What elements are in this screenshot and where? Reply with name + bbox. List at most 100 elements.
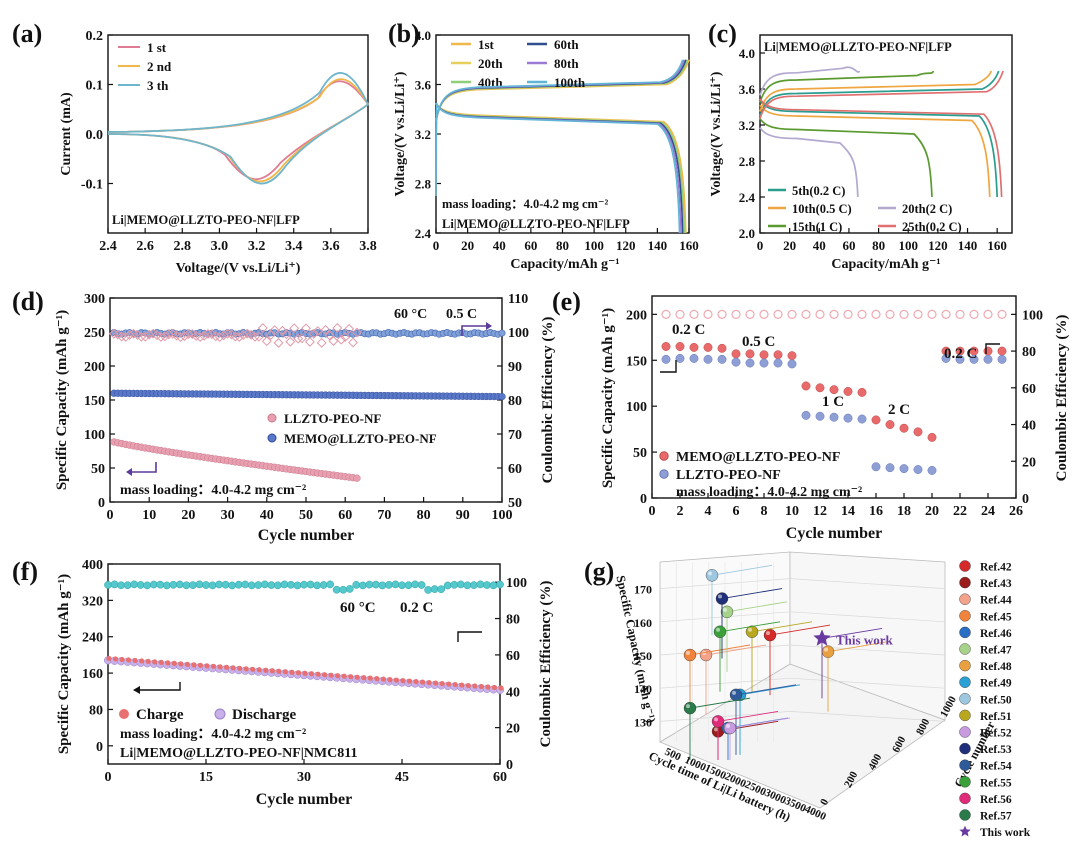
ce-point	[208, 581, 217, 590]
capacity-point-charge	[276, 668, 282, 674]
capacity-point-llzto	[759, 358, 769, 368]
grid-line	[789, 578, 946, 589]
capacity-point-charge	[393, 677, 400, 683]
x-tick-label: 3.6	[322, 239, 340, 254]
ce-point	[450, 580, 459, 589]
capacity-point-llzto	[829, 412, 839, 422]
ce-point-llzto	[112, 329, 123, 340]
ce-point	[110, 580, 119, 589]
capacity-point-llzto	[997, 354, 1007, 364]
x-tick-label: 20	[925, 504, 939, 519]
legend-marker	[959, 825, 971, 837]
ce-point	[169, 580, 178, 589]
annotation: 60 °C	[340, 600, 376, 616]
arrow-left	[140, 682, 181, 691]
capacity-point-charge	[491, 684, 498, 691]
ce-point	[483, 581, 491, 589]
y2-tick-label: 80	[1022, 345, 1036, 360]
ce-point-llzto	[226, 329, 237, 340]
capacity-point-llzto	[927, 466, 937, 475]
x-tick-label: 0	[105, 770, 112, 785]
ce-point-llzto	[159, 331, 170, 342]
capacity-point-charge	[374, 676, 380, 682]
y-tick-label: 150	[634, 649, 652, 663]
data-sphere	[821, 645, 835, 658]
ce-point	[759, 309, 769, 319]
legend-marker	[119, 709, 129, 719]
ce-point	[424, 586, 432, 594]
grid-line	[789, 644, 946, 656]
ce-point	[417, 581, 426, 589]
sphere-highlight	[714, 727, 718, 732]
y-tick-label: 3.2	[415, 127, 431, 142]
rate-label: 0.2 C	[672, 322, 705, 338]
x-tick-label: 6	[733, 504, 740, 519]
legend-marker	[959, 560, 971, 572]
capacity-point-charge	[446, 681, 452, 687]
back-wall-right	[789, 551, 946, 721]
ce-point	[430, 585, 439, 593]
y-tick-label: 50	[91, 462, 105, 477]
capacity-point-charge	[295, 670, 302, 676]
ce-point	[927, 309, 937, 319]
x-axis-label: Cycle number	[786, 525, 882, 542]
ce-point	[293, 581, 302, 590]
y-axis-label: Current (mA)	[59, 92, 74, 176]
capacity-point-charge	[400, 678, 406, 684]
ce-point-llzto	[124, 330, 135, 340]
y2-tick-label: 100	[506, 576, 527, 591]
y2-tick-label: 0	[1022, 492, 1029, 507]
legend-label: 80th	[554, 56, 579, 71]
ce-point-llzto	[324, 330, 335, 341]
ce-point-llzto	[328, 336, 339, 346]
legend-label: 25th(0.2 C)	[902, 220, 962, 234]
capacity-point-memo	[675, 342, 685, 351]
charge-curve-100th	[435, 59, 684, 122]
discharge-curve-100th	[435, 102, 681, 234]
capacity-point-llzto	[703, 354, 713, 364]
legend-label: 2 nd	[147, 59, 172, 74]
legend-marker	[267, 413, 277, 423]
capacity-point-llzto	[857, 414, 867, 424]
discharge-curve-80th	[435, 102, 682, 234]
charge-curve-5th(0.2 C)	[759, 70, 1000, 117]
legend-marker	[959, 659, 971, 672]
capacity-point-charge	[472, 683, 478, 689]
x-tick-label: 12	[813, 504, 827, 519]
ce-point-llzto	[148, 328, 159, 339]
x-tick-label: 20	[783, 238, 796, 253]
data-sphere	[763, 628, 777, 642]
ce-point-llzto	[254, 331, 264, 342]
sphere-highlight	[718, 594, 722, 599]
ce-point	[254, 581, 263, 589]
capacity-point-memo	[703, 342, 713, 352]
capacity-point-llzto	[773, 358, 783, 368]
y2-tick-label: 100	[508, 326, 529, 341]
drop-line	[735, 684, 797, 696]
ce-point	[815, 309, 825, 319]
y-tick-label: 0	[640, 492, 647, 507]
y-tick-label: 2.4	[739, 190, 756, 205]
capacity-point-charge	[315, 671, 321, 677]
capacity-point-llzto	[899, 464, 909, 474]
capacity-point-charge	[452, 681, 458, 688]
capacity-point-memo	[759, 350, 769, 360]
ce-point	[955, 309, 965, 319]
x-tick-label: 2.6	[136, 239, 154, 254]
legend-label: 1st	[478, 37, 495, 52]
ce-point	[352, 581, 361, 589]
ce-point	[398, 581, 406, 590]
ce-point	[787, 309, 797, 319]
panel-a: 2.4 2.6 2.8 3.0 3.2 3.4 3.6 3.8 -0.1 0.0 0.1 0.2 Vol…	[59, 29, 377, 276]
ce-point	[260, 580, 269, 589]
annotation: mass loading：4.0-4.2 mg cm⁻²	[676, 485, 862, 500]
ce-point-llzto	[301, 323, 311, 334]
panel-letter: (a)	[12, 19, 42, 48]
capacity-point-charge	[420, 679, 426, 685]
ce-point-llzto	[289, 323, 300, 334]
capacity-point-charge	[465, 682, 471, 689]
legend-marker	[959, 610, 971, 622]
legend-label: Ref.56	[980, 794, 1012, 806]
capacity-point-charge	[165, 660, 171, 666]
ce-point	[489, 581, 498, 590]
